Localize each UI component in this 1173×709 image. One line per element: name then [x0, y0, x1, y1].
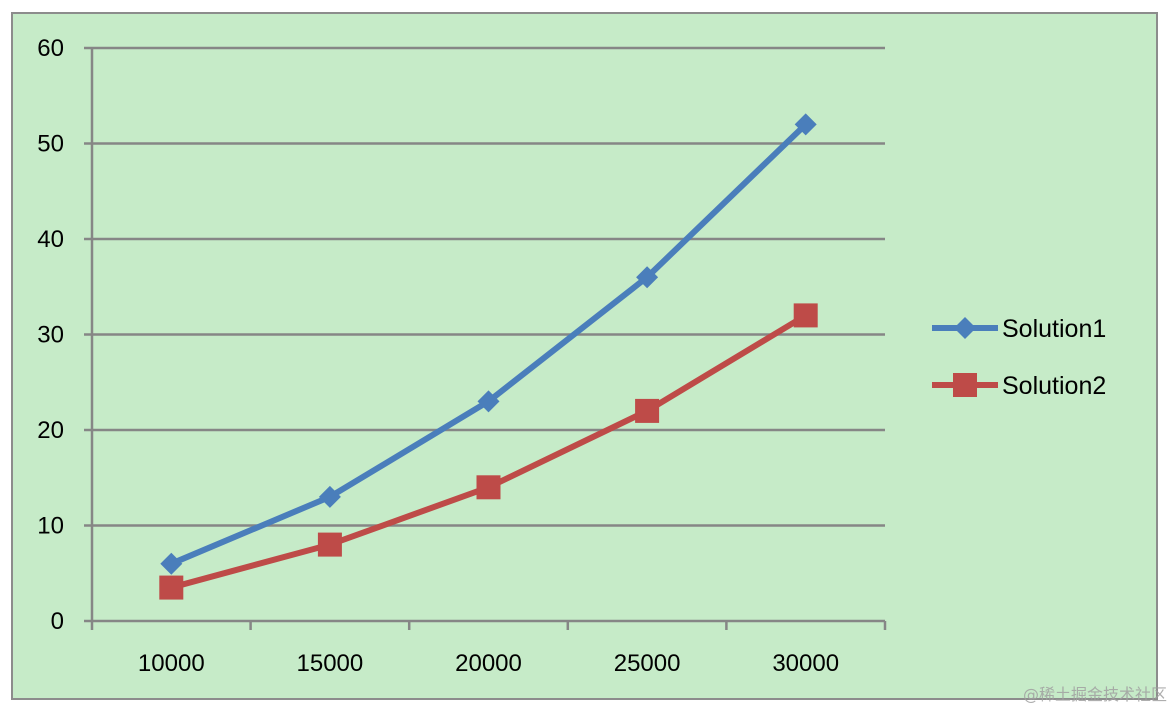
watermark: @稀土掘金技术社区 [1022, 685, 1167, 704]
series-lines [159, 113, 818, 600]
data-point [160, 552, 183, 575]
y-tick-label: 20 [37, 417, 64, 444]
gridlines [92, 46, 885, 527]
data-point [476, 475, 501, 500]
y-tick-label: 30 [37, 322, 64, 349]
y-tick-label: 60 [37, 35, 64, 62]
chart-area [11, 12, 1158, 700]
x-tick-label: 20000 [455, 650, 522, 677]
x-tick-label: 10000 [138, 650, 205, 677]
legend-marker [953, 373, 977, 397]
legend: Solution1 Solution2 [932, 315, 1106, 400]
data-point [793, 303, 818, 328]
y-tick-label: 0 [51, 608, 64, 635]
legend-item-solution1: Solution1 [932, 315, 1106, 343]
x-tick-label: 30000 [772, 650, 839, 677]
y-tick-label: 10 [37, 513, 64, 540]
legend-label: Solution1 [1002, 315, 1106, 343]
data-point [635, 398, 660, 423]
x-tick-label: 15000 [297, 650, 364, 677]
data-point [317, 532, 342, 557]
y-tick-label: 50 [37, 131, 64, 158]
series-line [170, 312, 808, 591]
x-tick-label: 25000 [614, 650, 681, 677]
series-solution1 [160, 113, 817, 575]
data-point [159, 575, 184, 600]
series-solution2 [159, 303, 818, 600]
legend-item-solution2: Solution2 [932, 372, 1106, 400]
data-point [318, 485, 341, 508]
x-tick-labels: 10000 15000 20000 25000 30000 [138, 650, 839, 677]
y-tick-labels: 0 10 20 30 40 50 60 [37, 35, 64, 635]
data-point [477, 390, 500, 413]
data-point [636, 266, 659, 289]
legend-label: Solution2 [1002, 372, 1106, 400]
axes [84, 46, 887, 630]
legend-marker [954, 317, 976, 339]
y-tick-label: 40 [37, 226, 64, 253]
data-point [794, 113, 817, 136]
